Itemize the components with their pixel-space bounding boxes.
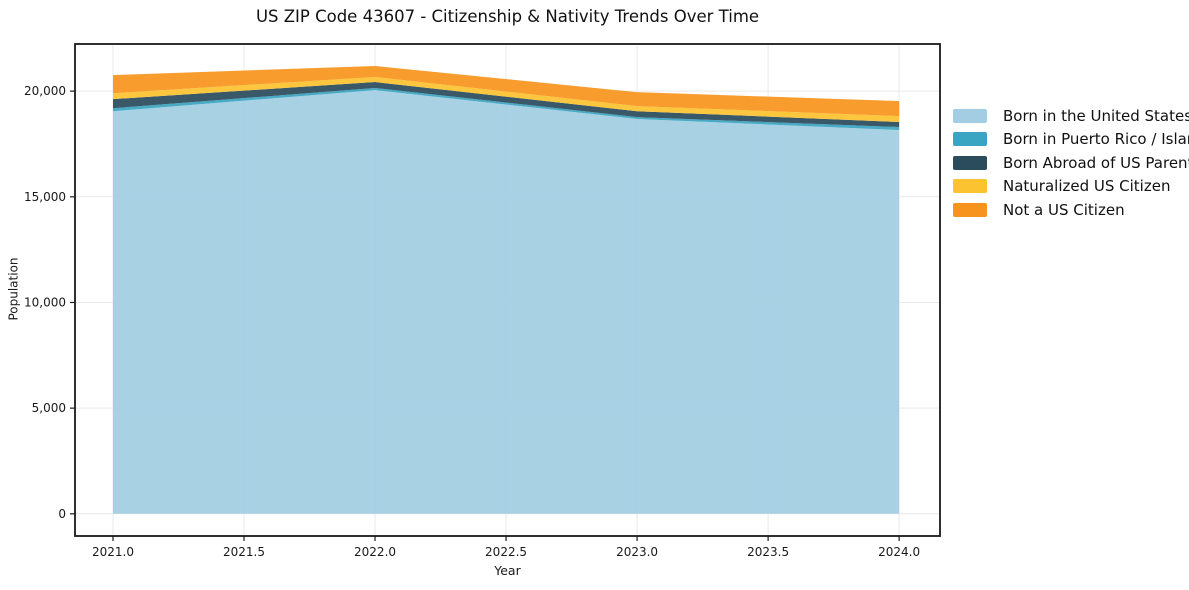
y-tick-label: 10,000 [24,295,66,309]
area-series-1 [112,87,900,131]
y-tick-label: 5,000 [32,401,66,415]
y-tick-label: 20,000 [24,84,66,98]
legend-item: Born in Puerto Rico / Islands [953,130,1189,149]
plot-border [74,43,941,537]
legend-swatch [953,179,987,194]
area-series-2 [112,82,900,128]
area-series-3 [112,76,900,122]
legend-swatch [953,155,987,170]
x-tick-label: 2023.0 [616,545,658,559]
legend-label: Naturalized US Citizen [1003,177,1171,196]
y-tick-label: 15,000 [24,190,66,204]
legend: Born in the United States Born in Puerto … [953,106,1189,226]
legend-label: Born Abroad of US Parent(s) [1003,153,1189,172]
legend-swatch [953,108,987,123]
area-series-0 [112,90,900,514]
x-tick-label: 2022.5 [485,545,527,559]
x-tick-label: 2021.5 [223,545,265,559]
legend-label: Born in Puerto Rico / Islands [1003,130,1189,149]
legend-label: Born in the United States [1003,106,1189,125]
legend-swatch [953,132,987,147]
y-tick-label: 0 [58,507,66,521]
legend-item: Born Abroad of US Parent(s) [953,153,1189,172]
chart-title: US ZIP Code 43607 - Citizenship & Nativi… [255,7,760,26]
x-tick-label: 2021.0 [92,545,134,559]
legend-swatch [953,202,987,217]
y-axis-label-wrap: Population [0,239,28,339]
legend-item: Naturalized US Citizen [953,177,1189,196]
area-series-4 [112,65,900,117]
x-tick-label: 2024.0 [878,545,920,559]
legend-label: Not a US Citizen [1003,200,1125,219]
x-tick-label: 2022.0 [354,545,396,559]
y-axis-label: Population [7,257,22,321]
legend-item: Born in the United States [953,106,1189,125]
x-axis-label: Year [494,563,521,578]
legend-item: Not a US Citizen [953,200,1189,219]
x-tick-label: 2023.5 [747,545,789,559]
